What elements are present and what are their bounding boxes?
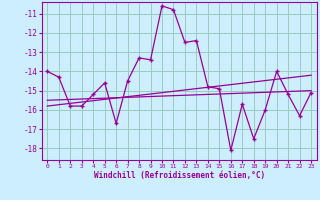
X-axis label: Windchill (Refroidissement éolien,°C): Windchill (Refroidissement éolien,°C) [94,171,265,180]
